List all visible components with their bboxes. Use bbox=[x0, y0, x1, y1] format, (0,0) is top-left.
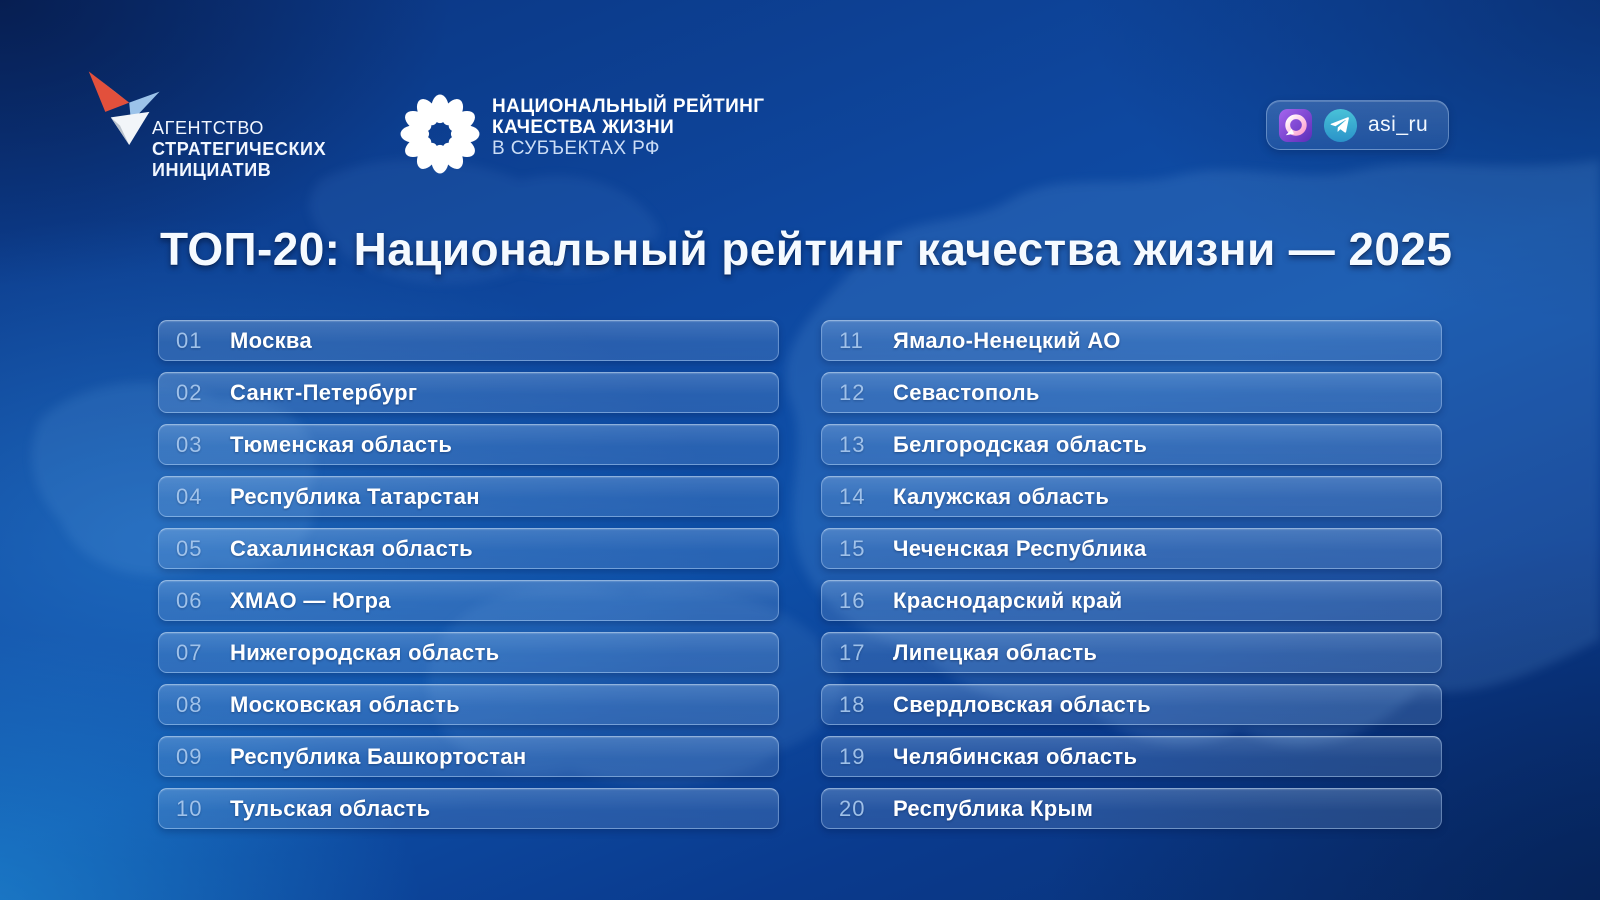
rank-number: 11 bbox=[839, 327, 864, 353]
social-handle: asi_ru bbox=[1368, 113, 1429, 136]
asi-logo-text: АГЕНТСТВО СТРАТЕГИЧЕСКИХ ИНИЦИАТИВ bbox=[152, 118, 326, 181]
flower-icon bbox=[400, 94, 480, 174]
ranking-row: 02 Санкт-Петербург bbox=[158, 372, 779, 413]
ranking-row: 15 Чеченская Республика bbox=[821, 528, 1442, 569]
page-title: ТОП-20: Национальный рейтинг качества жи… bbox=[160, 223, 1453, 275]
ranking-row: 13 Белгородская область bbox=[821, 424, 1442, 465]
region-name: Тюменская область bbox=[230, 431, 453, 457]
ranking-row: 03 Тюменская область bbox=[158, 424, 779, 465]
social-badge[interactable]: asi_ru bbox=[1266, 100, 1450, 150]
asi-line-2: СТРАТЕГИЧЕСКИХ bbox=[152, 139, 327, 159]
rank-number: 17 bbox=[839, 639, 866, 665]
rank-number: 02 bbox=[176, 379, 203, 405]
region-name: ХМАО — Югра bbox=[230, 587, 391, 613]
region-name: Липецкая область bbox=[893, 639, 1098, 665]
region-name: Нижегородская область bbox=[230, 639, 500, 665]
asi-line-3: ИНИЦИАТИВ bbox=[152, 160, 272, 180]
ranking-row: 16 Краснодарский край bbox=[821, 580, 1442, 621]
ranking-row: 06 ХМАО — Югра bbox=[158, 580, 779, 621]
rank-number: 13 bbox=[839, 431, 866, 457]
rating-line-2: КАЧЕСТВА ЖИЗНИ bbox=[492, 117, 675, 138]
ranking-row: 07 Нижегородская область bbox=[158, 632, 779, 673]
ranking-row: 04 Республика Татарстан bbox=[158, 476, 779, 517]
ranking-row: 11 Ямало-Ненецкий АО bbox=[821, 320, 1442, 361]
ranking-row: 01 Москва bbox=[158, 320, 779, 361]
region-name: Москва bbox=[230, 327, 312, 353]
ranking-row: 05 Сахалинская область bbox=[158, 528, 779, 569]
region-name: Калужская область bbox=[893, 483, 1110, 509]
asi-logo bbox=[74, 60, 166, 160]
rank-number: 15 bbox=[839, 535, 866, 561]
region-name: Санкт-Петербург bbox=[230, 379, 418, 405]
telegram-icon[interactable] bbox=[1323, 108, 1358, 143]
rank-number: 08 bbox=[176, 691, 203, 717]
region-name: Республика Башкортостан bbox=[230, 743, 527, 769]
region-name: Краснодарский край bbox=[893, 587, 1123, 613]
rank-number: 16 bbox=[839, 587, 866, 613]
rank-number: 14 bbox=[839, 483, 866, 509]
rank-number: 20 bbox=[839, 795, 866, 821]
rank-number: 19 bbox=[839, 743, 866, 769]
ranking-row: 19 Челябинская область bbox=[821, 736, 1442, 777]
rank-number: 07 bbox=[176, 639, 203, 665]
rank-number: 12 bbox=[839, 379, 866, 405]
max-messenger-icon[interactable] bbox=[1278, 108, 1313, 143]
region-name: Московская область bbox=[230, 691, 460, 717]
region-name: Севастополь bbox=[893, 379, 1040, 405]
region-name: Сахалинская область bbox=[230, 535, 474, 561]
rating-logo: НАЦИОНАЛЬНЫЙ РЕЙТИНГ КАЧЕСТВА ЖИЗНИ В СУ… bbox=[398, 90, 764, 176]
ranking-row: 08 Московская область bbox=[158, 684, 779, 725]
rank-number: 03 bbox=[176, 431, 203, 457]
ranking-row: 10 Тульская область bbox=[158, 788, 779, 829]
ranking-row: 18 Свердловская область bbox=[821, 684, 1442, 725]
ranking-row: 09 Республика Башкортостан bbox=[158, 736, 779, 777]
rank-number: 04 bbox=[176, 483, 203, 509]
rank-number: 01 bbox=[176, 327, 203, 353]
ranking-column-right: 11 Ямало-Ненецкий АО 12 Севастополь 13 Б… bbox=[821, 320, 1442, 829]
region-name: Республика Крым bbox=[893, 795, 1094, 821]
ranking-column-left: 01 Москва 02 Санкт-Петербург 03 Тюменска… bbox=[158, 320, 779, 829]
rank-number: 18 bbox=[839, 691, 866, 717]
ranking-row: 14 Калужская область bbox=[821, 476, 1442, 517]
rank-number: 06 bbox=[176, 587, 203, 613]
asi-paper-planes-icon bbox=[88, 71, 160, 145]
rating-line-3: В СУБЪЕКТАХ РФ bbox=[492, 138, 660, 159]
region-name: Челябинская область bbox=[893, 743, 1138, 769]
ranking-row: 12 Севастополь bbox=[821, 372, 1442, 413]
rank-number: 10 bbox=[176, 795, 203, 821]
ranking-row: 20 Республика Крым bbox=[821, 788, 1442, 829]
rating-line-1: НАЦИОНАЛЬНЫЙ РЕЙТИНГ bbox=[492, 96, 765, 117]
rank-number: 09 bbox=[176, 743, 203, 769]
rank-number: 05 bbox=[176, 535, 203, 561]
rating-logo-text: НАЦИОНАЛЬНЫЙ РЕЙТИНГ КАЧЕСТВА ЖИЗНИ В СУ… bbox=[492, 96, 764, 159]
region-name: Тульская область bbox=[230, 795, 431, 821]
region-name: Республика Татарстан bbox=[230, 483, 480, 509]
region-name: Ямало-Ненецкий АО bbox=[893, 327, 1121, 353]
region-name: Чеченская Республика bbox=[893, 535, 1147, 561]
ranking-row: 17 Липецкая область bbox=[821, 632, 1442, 673]
asi-line-1: АГЕНТСТВО bbox=[152, 118, 264, 138]
region-name: Свердловская область bbox=[893, 691, 1151, 717]
region-name: Белгородская область bbox=[893, 431, 1148, 457]
ranking-columns: 01 Москва 02 Санкт-Петербург 03 Тюменска… bbox=[158, 320, 1442, 829]
